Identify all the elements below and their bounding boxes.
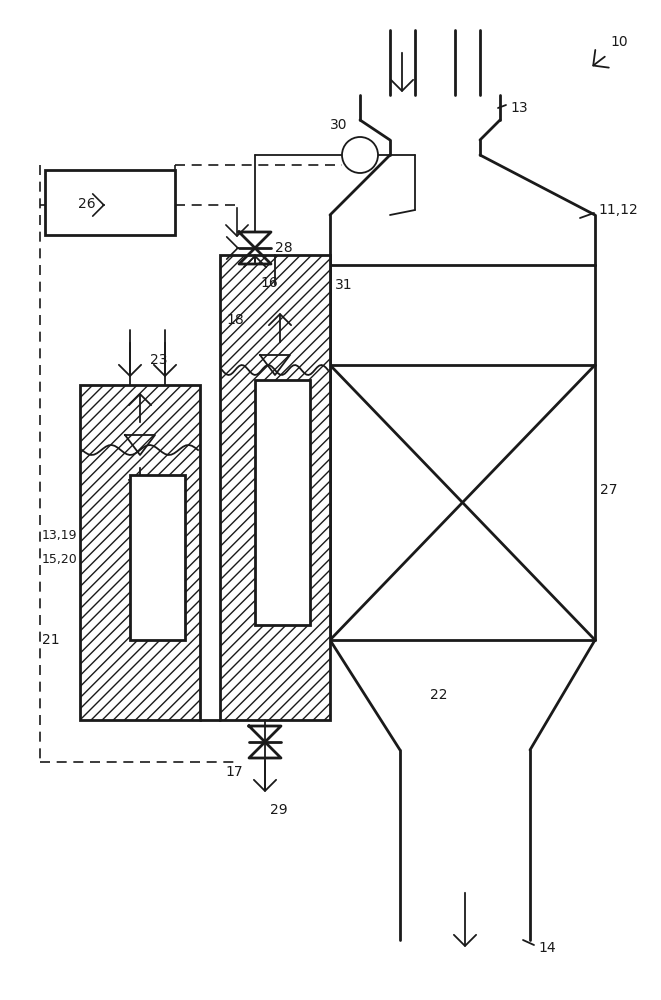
Text: 22: 22 [430,688,447,702]
Bar [255,380,310,625]
Text: 27: 27 [600,483,617,497]
Text: 10: 10 [610,35,628,49]
Text: 23: 23 [150,353,167,367]
Text: 29: 29 [270,803,288,817]
Text: 16: 16 [260,276,278,290]
Bar [45,170,175,235]
Text: 17: 17 [225,765,243,779]
Text: 21: 21 [42,633,59,647]
Text: 14: 14 [538,941,556,955]
Bar [80,385,200,720]
Circle shape [342,137,378,173]
Bar [220,255,330,720]
Text: 13,19: 13,19 [42,528,77,542]
Text: 13: 13 [510,101,527,115]
Text: 18: 18 [226,313,244,327]
Text: 15,20: 15,20 [42,554,78,566]
Text: 11,12: 11,12 [598,203,638,217]
Text: 30: 30 [330,118,348,132]
Bar [130,475,185,640]
Text: 31: 31 [335,278,352,292]
Text: 28: 28 [275,241,293,255]
Text: 26: 26 [78,197,96,211]
